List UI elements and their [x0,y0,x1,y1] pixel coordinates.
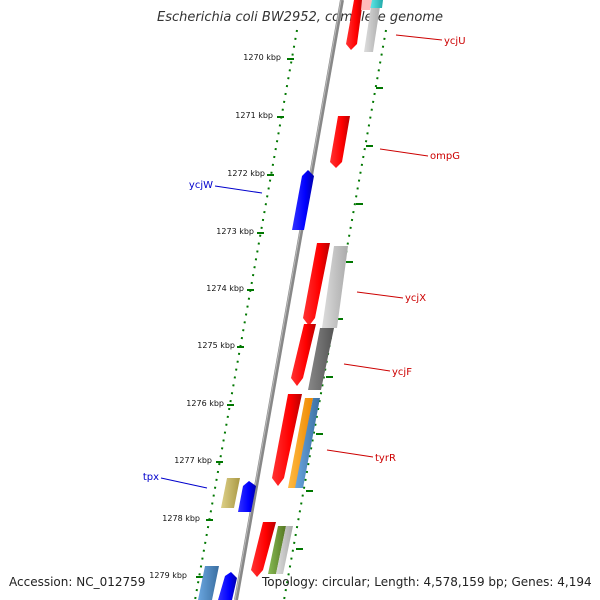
tick-label: 1277 kbp [174,456,212,465]
gene-ycjW-feature[interactable] [292,170,314,230]
leader-lines [160,34,443,489]
gene-labels: ycjU ompG ycjW ycjX ycjF tyrR tpx [143,36,466,483]
tick-label: 1271 kbp [235,111,273,120]
gene-ompG-feature[interactable] [330,116,350,168]
right-tick-group [296,87,383,550]
gene-pink-feature[interactable] [361,0,372,10]
gene-green-feature[interactable] [268,526,286,574]
gene-ycjX-feature[interactable] [303,243,330,326]
gene-red3-feature[interactable] [291,324,316,386]
gene-grey-feature[interactable] [364,0,381,52]
tick-label: 1275 kbp [197,341,235,350]
tick-label: 1270 kbp [243,53,281,62]
gene-grey3-feature[interactable] [276,526,293,574]
tick-group: 1270 kbp 1271 kbp 1272 kbp 1273 kbp 1274… [149,53,294,580]
gene-grey2-feature[interactable] [322,246,348,328]
gene-label[interactable]: ycjX [405,293,426,304]
tick-label: 1274 kbp [206,284,244,293]
gene-features [198,0,383,600]
gene-ycjF-feature[interactable] [308,328,334,390]
gene-label[interactable]: tpx [143,472,159,483]
genome-backbone [234,0,344,600]
gene-steel2-feature[interactable] [198,566,219,600]
gene-tyrR-feature[interactable] [295,398,320,488]
gene-label[interactable]: tyrR [375,453,396,464]
accession-text: Accession: NC_012759 [9,575,146,589]
gene-red5-feature[interactable] [251,522,276,577]
gene-red4-feature[interactable] [272,394,302,486]
gene-olive-feature[interactable] [221,478,240,508]
topology-text: Topology: circular; Length: 4,578,159 bp… [262,575,592,589]
tick-label: 1273 kbp [216,227,254,236]
tick-label: 1278 kbp [162,514,200,523]
gene-label[interactable]: ycjU [444,36,466,47]
gene-ycjU-feature[interactable] [346,0,363,50]
gene-cyan-feature[interactable] [369,0,383,8]
gene-label[interactable]: ycjF [392,367,412,378]
gene-label[interactable]: ycjW [189,180,213,191]
left-dotted-track [194,29,298,600]
tick-label: 1272 kbp [227,169,265,178]
gene-label[interactable]: ompG [430,151,460,162]
tick-label: 1276 kbp [186,399,224,408]
gene-orange-feature[interactable] [288,398,313,488]
tick-label: 1279 kbp [149,571,187,580]
gene-blue3-feature[interactable] [218,572,237,600]
gene-tpx-feature[interactable] [238,481,256,512]
